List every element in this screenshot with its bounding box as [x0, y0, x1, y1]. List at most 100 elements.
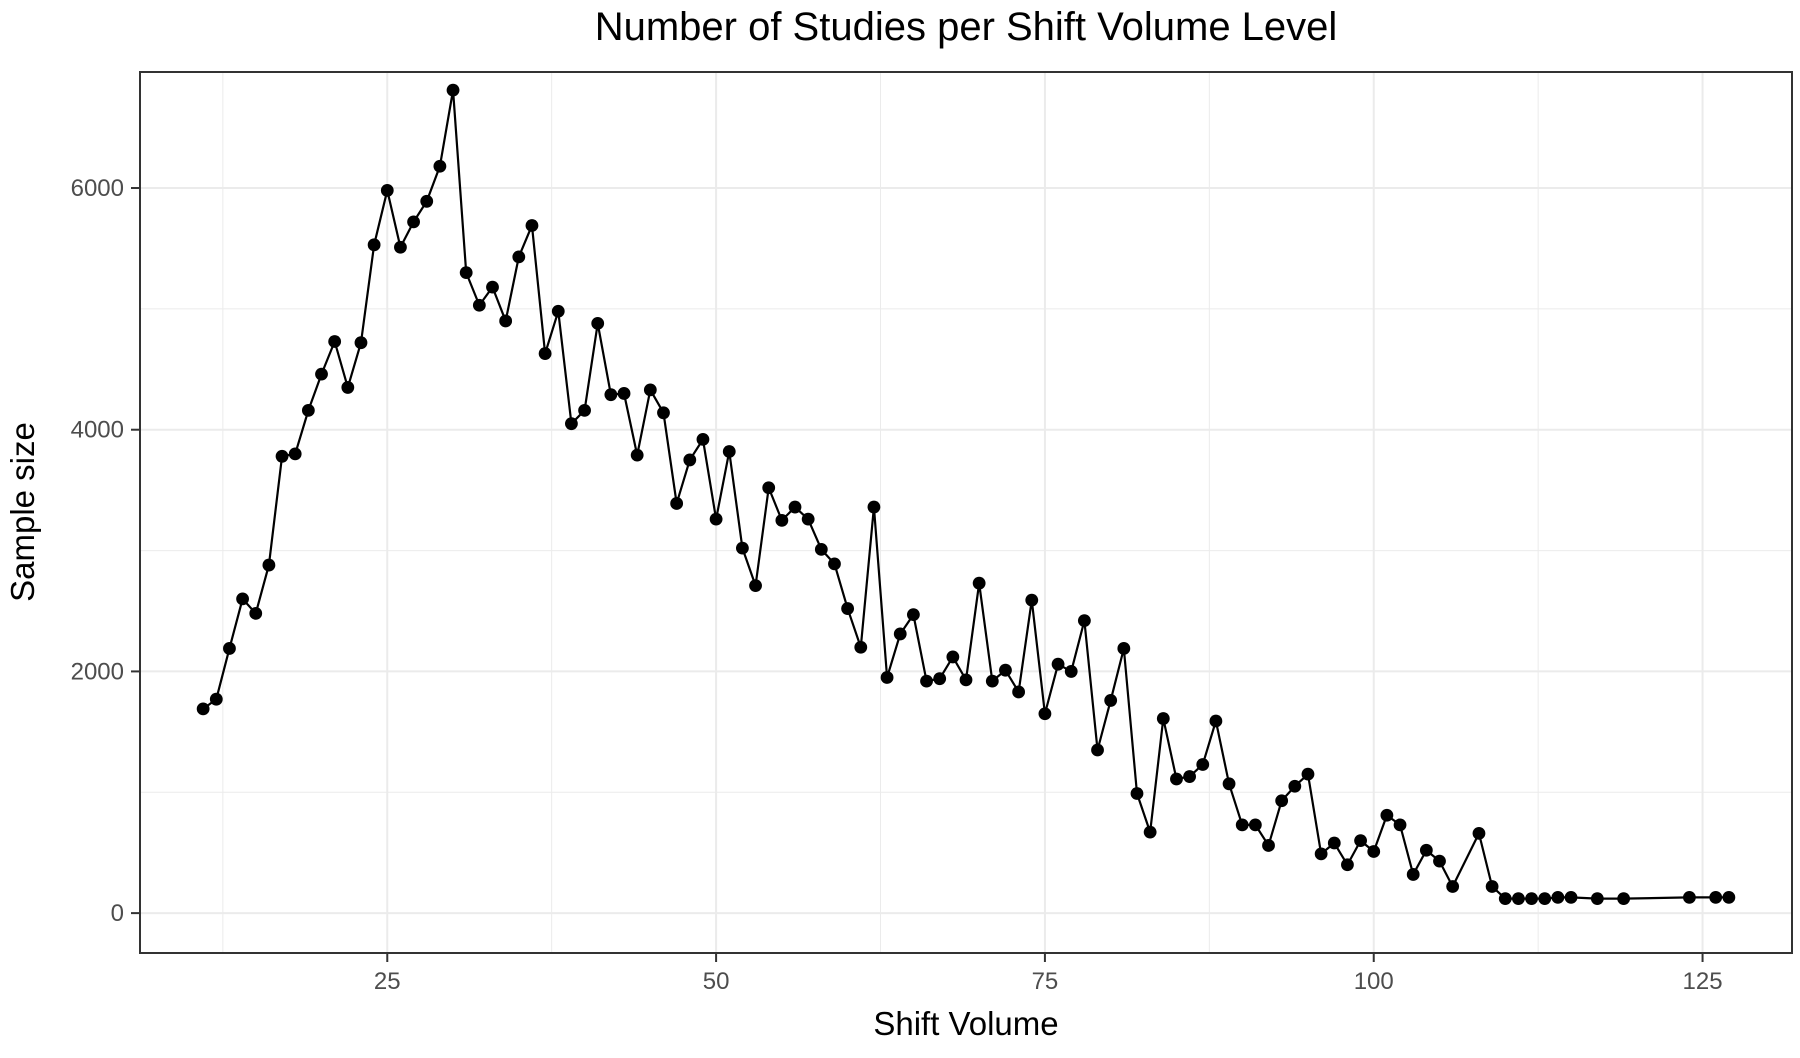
data-point: 104: 520 — [1419, 843, 1433, 857]
data-point: 110: 120 — [1498, 892, 1512, 906]
data-point: 98: 400 — [1341, 858, 1354, 872]
data-point: 29: 6180 — [433, 159, 447, 173]
data-point: 36: 5690 — [525, 219, 539, 232]
data-point: 15: 2480 — [249, 607, 263, 620]
data-point: 103: 320 — [1406, 868, 1420, 881]
data-point: 113: 120 — [1538, 892, 1552, 906]
data-point: 40: 4160 — [578, 403, 591, 417]
data-point: 94: 1050 — [1288, 779, 1302, 793]
data-point: 11: 1690 — [196, 702, 210, 716]
data-point: 39: 4050 — [565, 417, 578, 431]
series-layer: 11: 169012: 1770 13: 2190 14: 260015: 2480… — [196, 83, 1736, 906]
data-point: 19: 4160 — [301, 403, 315, 417]
data-point: 50: 3260 — [709, 512, 723, 526]
data-point: 99: 600 — [1354, 834, 1367, 848]
data-point: 71: 1920 — [985, 674, 999, 688]
data-point: 16: 2880 — [262, 558, 276, 572]
data-point: 93: 930 — [1275, 794, 1289, 808]
data-point: 101: 810 — [1380, 808, 1394, 822]
data-point: 22: 4350 — [341, 381, 355, 394]
data-point: 80: 1760 — [1104, 694, 1118, 707]
data-point: 74: 2590 — [1025, 593, 1039, 607]
data-point: 44: 3790 — [630, 448, 644, 462]
y-tick-label: 2000 — [71, 658, 124, 685]
data-point: 47: 3390 — [670, 497, 684, 510]
data-point: 20: 4460 — [315, 367, 328, 381]
data-point: 97: 580 — [1327, 836, 1341, 850]
data-point: 45: 4330 — [643, 383, 657, 397]
data-point: 18: 3800 — [288, 447, 302, 461]
data-point: 86: 1130 — [1183, 770, 1196, 783]
data-point: 52: 3020 — [736, 541, 749, 555]
x-tick-label: 125 — [1683, 968, 1723, 995]
data-point: 92: 560 — [1262, 839, 1275, 852]
data-point: 66: 1920 — [920, 674, 933, 688]
data-point: 89: 1070 — [1222, 777, 1236, 791]
data-point: 43: 4300 — [617, 387, 631, 400]
data-point: 83: 670 — [1143, 825, 1157, 839]
data-point: 84: 1610 — [1156, 712, 1170, 725]
data-point: 75: 1650 — [1038, 707, 1052, 721]
data-point: 54: 3520 — [762, 481, 776, 495]
data-point: 55: 3250 — [775, 513, 789, 527]
data-point: 90: 730 — [1235, 818, 1249, 832]
data-point: 33: 5180 — [486, 280, 499, 294]
data-point: 48: 3750 — [683, 453, 697, 467]
x-axis: 25 50 75 100 125 — [374, 953, 1723, 995]
data-point: 119: 120 — [1617, 892, 1631, 906]
data-point: 78: 2420 — [1077, 614, 1091, 628]
data-point: 24: 5530 — [367, 238, 381, 252]
data-point: 27: 5720 — [407, 215, 420, 229]
data-point: 73: 1830 — [1012, 685, 1026, 699]
y-axis: 0 2000 4000 6000 — [71, 175, 140, 927]
data-point: 72: 2010 — [999, 663, 1012, 677]
data-point: 26: 5510 — [394, 240, 407, 254]
data-point: 88: 1590 — [1209, 714, 1223, 728]
data-point: 105: 430 — [1433, 854, 1446, 868]
data-point: 23: 4720 — [354, 336, 368, 350]
data-point: 79: 1350 — [1091, 743, 1104, 757]
data-point: 38: 4980 — [551, 304, 565, 318]
x-tick-label: 50 — [703, 968, 730, 995]
data-point: 96: 490 — [1314, 847, 1328, 861]
data-point: 59: 2890 — [828, 557, 841, 571]
data-point: 58: 3010 — [814, 542, 828, 556]
data-point: 91: 730 — [1248, 818, 1262, 832]
data-point: 12: 1770 — [209, 692, 223, 706]
data-point: 46: 4140 — [657, 406, 670, 420]
data-point: 51: 3820 — [722, 445, 736, 458]
y-tick-label: 6000 — [71, 175, 124, 202]
data-point: 35: 5430 — [512, 250, 526, 264]
data-point: 87: 1230 — [1196, 758, 1210, 771]
data-point: 49: 3920 — [696, 432, 710, 446]
data-point: 82: 990 — [1130, 787, 1144, 800]
data-point: 100: 510 — [1367, 845, 1381, 858]
data-point: 60: 2520 — [841, 602, 855, 615]
data-point: 25: 5980 — [380, 184, 394, 197]
y-tick-label: 0 — [111, 900, 124, 927]
data-point: 31: 5300 — [459, 266, 473, 280]
data-point: 53: 2710 — [749, 579, 762, 593]
data-point: 95: 1150 — [1301, 767, 1315, 781]
data-point: 56: 3360 — [788, 500, 802, 514]
data-point: 115: 130 — [1564, 891, 1578, 904]
data-point: 81: 2190 — [1117, 642, 1131, 655]
data-point: 108: 660 — [1472, 826, 1486, 840]
x-tick-label: 100 — [1354, 968, 1394, 995]
data-point: 114: 130 — [1551, 891, 1565, 904]
data-point: 17: 3780 — [275, 449, 289, 463]
data-point: 106: 220 — [1446, 880, 1460, 893]
data-point: 64: 2310 — [893, 627, 907, 641]
data-point: 41: 4880 — [591, 316, 605, 330]
data-point: 32: 5030 — [472, 298, 486, 312]
y-axis-title: Sample size — [4, 422, 41, 602]
data-point: 70: 2730 — [972, 576, 986, 590]
data-point: 127: 130 — [1722, 891, 1736, 904]
data-point: 69: 1930 — [959, 673, 973, 687]
data-point: 109: 220 — [1485, 880, 1499, 893]
data-point: 67: 1940 — [933, 672, 947, 686]
data-point: 76: 2060 — [1051, 657, 1065, 671]
